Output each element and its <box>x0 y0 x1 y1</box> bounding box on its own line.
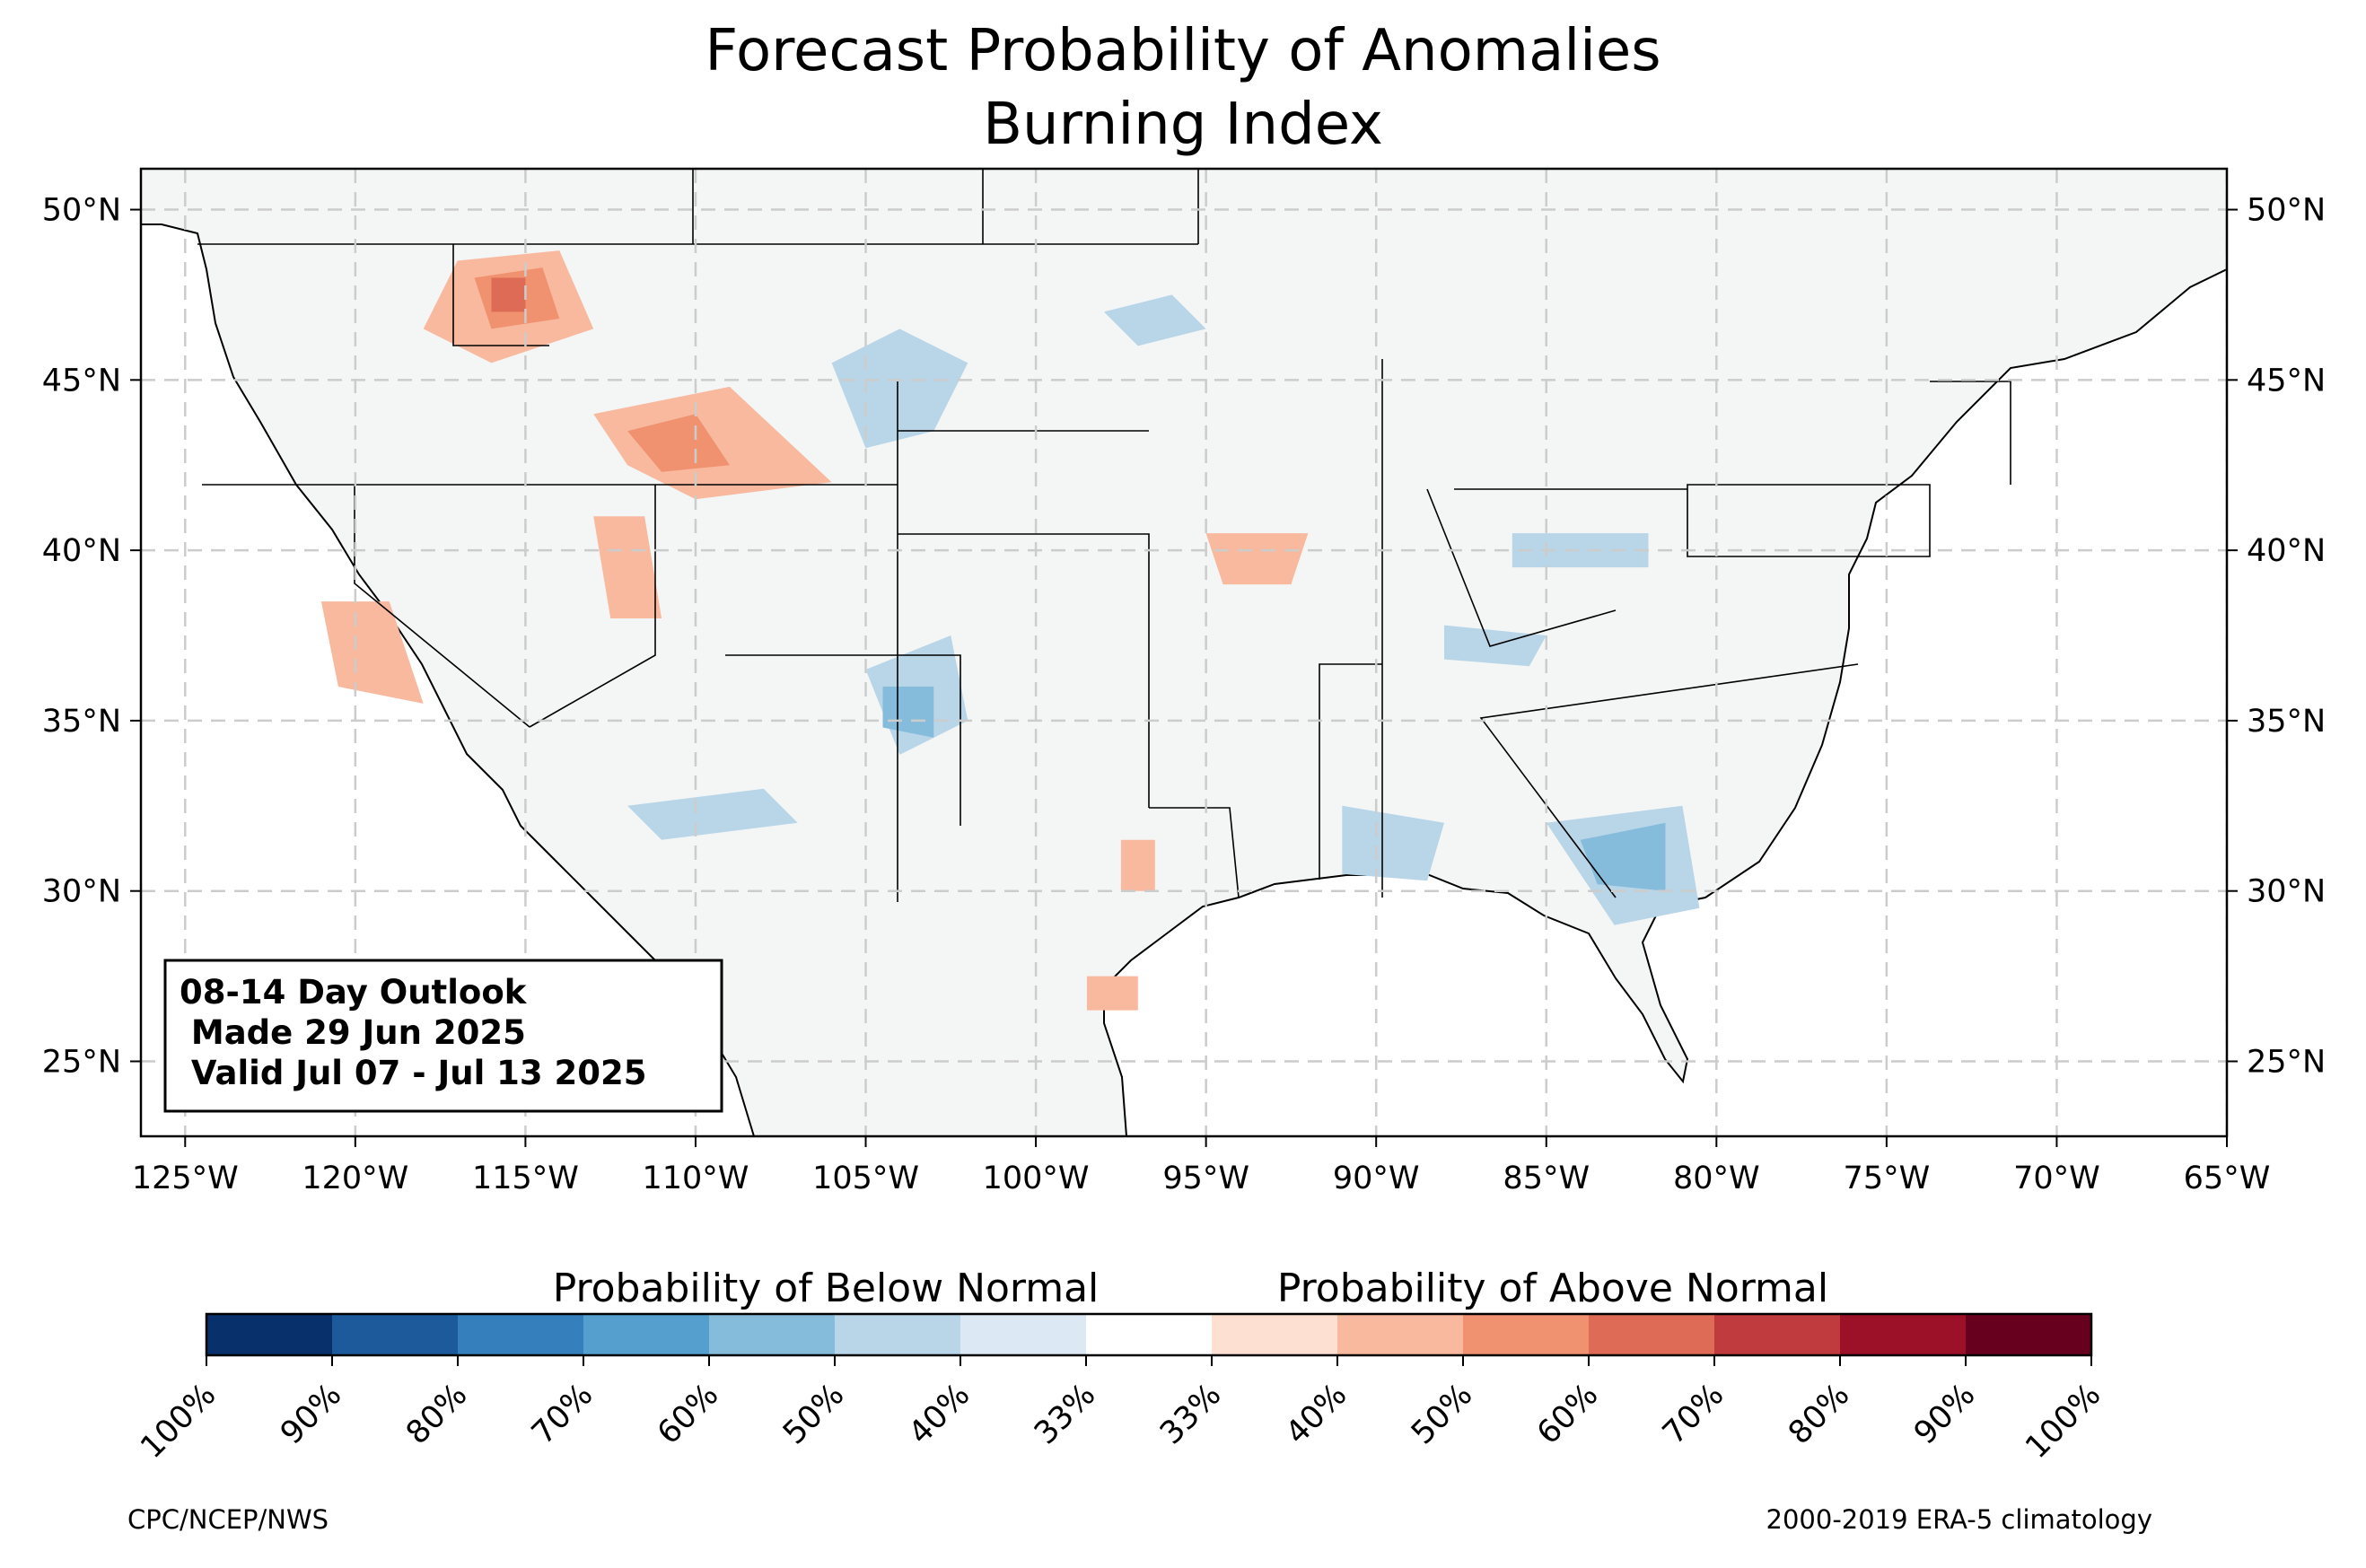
anomaly-above-16 <box>1205 533 1309 585</box>
legend-below-label: Probability of Below Normal <box>553 1266 1100 1311</box>
lat-tick-label-left-2: 40°N <box>42 533 121 569</box>
colorbar-tick-label-12: 70% <box>1656 1377 1731 1451</box>
political-borders <box>197 169 2011 902</box>
colorbar-tick-label-5: 50% <box>776 1377 851 1451</box>
anomaly-below-5 <box>1342 805 1444 881</box>
colorbar-swatch-5 <box>835 1314 960 1355</box>
footer-left: CPC/NCEP/NWS <box>127 1504 329 1535</box>
colorbar-swatch-1 <box>332 1314 458 1355</box>
lat-tick-label-left-3: 35°N <box>42 704 121 740</box>
legend-above-label: Probability of Above Normal <box>1277 1266 1828 1311</box>
colorbar-swatch-2 <box>458 1314 583 1355</box>
legend-colorbar: 100% 90% 80% 70% 60% 50% 40% 33% 33% 40% 50% 60% 70%… <box>134 1312 2107 1466</box>
anomaly-above-12 <box>593 516 662 618</box>
colorbar-tick-label-7: 33% <box>1028 1377 1102 1451</box>
colorbar-swatch-10 <box>1463 1314 1589 1355</box>
lat-tick-label-left-0: 50°N <box>42 193 121 229</box>
anomaly-below-1 <box>1103 294 1206 346</box>
colorbar-tick-label-0: 100% <box>134 1377 223 1466</box>
lat-tick-label-left-4: 30°N <box>42 874 121 910</box>
lon-tick-label-0: 125°W <box>132 1161 239 1196</box>
lon-tick-label-8: 85°W <box>1503 1161 1590 1196</box>
anomaly-above-13 <box>320 601 424 704</box>
anomaly-below-7 <box>1444 625 1547 667</box>
axis-ticks: 125°W 120°W 115°W 110°W 105°W 100°W 95°W 90°W 85… <box>42 193 2326 1196</box>
colorbar-tick-label-9: 40% <box>1279 1377 1354 1451</box>
colorbar-tick-label-4: 60% <box>651 1377 725 1451</box>
colorbar-tick-label-1: 90% <box>274 1377 348 1451</box>
lon-tick-label-3: 110°W <box>643 1161 749 1196</box>
outlook-line1: 08-14 Day Outlook <box>180 973 528 1012</box>
colorbar-tick-label-8: 33% <box>1153 1377 1228 1451</box>
anomaly-below-8 <box>882 687 934 738</box>
lat-tick-label-right-0: 50°N <box>2247 193 2326 229</box>
colorbar-swatch-4 <box>709 1314 835 1355</box>
lon-tick-label-12: 65°W <box>2184 1161 2271 1196</box>
lon-tick-label-10: 75°W <box>1844 1161 1931 1196</box>
colorbar-tick-label-13: 80% <box>1782 1377 1856 1451</box>
colorbar-tick-label-15: 100% <box>2019 1377 2107 1466</box>
colorbar-swatch-8 <box>1212 1314 1337 1355</box>
map-layer <box>141 169 2227 1136</box>
lon-tick-label-1: 120°W <box>302 1161 408 1196</box>
lat-tick-label-right-2: 40°N <box>2247 533 2326 569</box>
colorbar-swatch-11 <box>1589 1314 1714 1355</box>
lat-tick-label-left-1: 45°N <box>42 363 121 399</box>
anomaly-below-3 <box>627 788 798 840</box>
colorbar-swatch-12 <box>1714 1314 1840 1355</box>
colorbar-tick-label-2: 80% <box>399 1377 474 1451</box>
colorbar-swatch-0 <box>206 1314 332 1355</box>
anomaly-regions <box>320 250 1700 1011</box>
map-title-line2: Burning Index <box>983 92 1383 158</box>
colorbar-tick-label-11: 60% <box>1530 1377 1605 1451</box>
anomaly-below-9 <box>1580 822 1666 891</box>
colorbar-tick-label-10: 50% <box>1405 1377 1479 1451</box>
lat-tick-label-right-1: 45°N <box>2247 363 2326 399</box>
colorbar-tick-label-6: 40% <box>902 1377 977 1451</box>
lon-tick-label-4: 105°W <box>812 1161 919 1196</box>
colorbar-swatch-14 <box>1966 1314 2091 1355</box>
colorbar-swatch-6 <box>960 1314 1086 1355</box>
lat-tick-label-right-3: 35°N <box>2247 704 2326 740</box>
anomaly-above-19 <box>491 277 526 312</box>
lon-tick-label-5: 100°W <box>983 1161 1090 1196</box>
colorbar-swatch-13 <box>1840 1314 1966 1355</box>
lon-tick-label-2: 115°W <box>472 1161 579 1196</box>
colorbar-border <box>205 1312 2093 1357</box>
anomaly-above-14 <box>1120 839 1155 891</box>
outlook-line2: Made 29 Jun 2025 <box>180 1013 526 1052</box>
lat-tick-label-right-4: 30°N <box>2247 874 2326 910</box>
anomaly-below-6 <box>1512 533 1649 568</box>
colorbar-swatch-9 <box>1337 1314 1463 1355</box>
lon-tick-label-9: 80°W <box>1673 1161 1760 1196</box>
outlook-box: 08-14 Day Outlook Made 29 Jun 2025 Valid… <box>163 959 723 1113</box>
anomaly-above-15 <box>1087 976 1138 1011</box>
outlook-line3: Valid Jul 07 - Jul 13 2025 <box>180 1054 647 1092</box>
lon-tick-label-11: 70°W <box>2013 1161 2100 1196</box>
colorbar-tick-label-14: 90% <box>1907 1377 1982 1451</box>
anomaly-above-18 <box>627 414 730 472</box>
map-title-line1: Forecast Probability of Anomalies <box>705 18 1661 84</box>
lon-tick-label-7: 90°W <box>1333 1161 1420 1196</box>
lat-tick-label-left-5: 25°N <box>42 1044 121 1080</box>
lon-tick-label-6: 95°W <box>1162 1161 1249 1196</box>
lat-tick-label-right-5: 25°N <box>2247 1044 2326 1080</box>
map-frame-border <box>139 167 2229 1138</box>
footer-right: 2000-2019 ERA-5 climatology <box>1766 1504 2152 1535</box>
colorbar-tick-label-3: 70% <box>525 1377 600 1451</box>
colorbar-swatch-7 <box>1086 1314 1212 1355</box>
colorbar-swatch-3 <box>583 1314 709 1355</box>
